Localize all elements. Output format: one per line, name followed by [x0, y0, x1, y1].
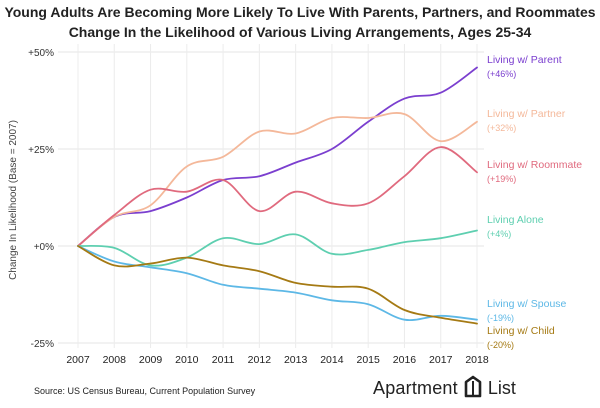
y-tick-label: +25%	[28, 145, 54, 156]
x-tick-label: 2009	[139, 354, 163, 366]
series-line-living-w-partner	[77, 112, 478, 247]
y-tick-label: +0%	[34, 242, 54, 253]
series-change-label: (-20%)	[487, 340, 514, 350]
x-tick-label: 2007	[66, 354, 90, 366]
x-tick-label: 2010	[175, 354, 199, 366]
series-line-living-alone	[77, 229, 478, 267]
brand-logo: Apartment List	[373, 375, 516, 401]
series-lines	[77, 66, 478, 325]
x-tick-label: 2015	[357, 354, 381, 366]
gridlines	[58, 44, 484, 348]
series-label: Living w/ Partner	[487, 108, 566, 120]
series-line-living-w-child	[77, 245, 478, 325]
series-label: Living w/ Spouse	[487, 298, 567, 310]
source-note: Source: US Census Bureau, Current Popula…	[34, 386, 256, 396]
chart-title: Young Adults Are Becoming More Likely To…	[4, 4, 596, 20]
y-axis-label: Change In Likelihood (Base = 2007)	[8, 120, 19, 280]
series-label: Living w/ Parent	[487, 54, 562, 66]
x-tick-label: 2018	[465, 354, 489, 366]
y-tick-label: -25%	[31, 339, 54, 350]
series-line-living-w-parent	[77, 66, 478, 247]
logo-word-apartment: Apartment	[373, 377, 458, 398]
series-change-label: (+46%)	[487, 69, 516, 79]
series-change-label: (+19%)	[487, 174, 516, 184]
series-label: Living w/ Roommate	[487, 159, 582, 171]
y-tick-label: +50%	[28, 48, 54, 59]
series-change-label: (+4%)	[487, 229, 511, 239]
series-label: Living w/ Child	[487, 325, 555, 337]
series-change-label: (+32%)	[487, 123, 516, 133]
x-tick-label: 2011	[212, 354, 235, 366]
series-labels: Living w/ Parent (+46%) Living w/ Partner (…	[487, 54, 582, 350]
logo-word-list: List	[487, 377, 516, 398]
series-label: Living Alone	[487, 214, 544, 226]
y-axis: -25% +0% +25% +50%	[28, 48, 54, 350]
series-line-living-w-spouse	[77, 245, 478, 322]
apartment-list-logo-icon	[464, 374, 482, 403]
x-tick-label: 2017	[429, 354, 453, 366]
x-axis: 2007 2008 2009 2010 2011 2012 2013 2014 2015 2016…	[66, 354, 489, 366]
x-tick-label: 2016	[393, 354, 417, 366]
chart-subtitle: Change In the Likelihood of Various Livi…	[68, 24, 532, 40]
x-tick-label: 2013	[284, 354, 308, 366]
x-tick-label: 2012	[248, 354, 272, 366]
x-tick-label: 2014	[320, 354, 344, 366]
series-line-living-w-roommate	[77, 146, 478, 247]
series-change-label: (-19%)	[487, 313, 514, 323]
x-tick-label: 2008	[103, 354, 127, 366]
